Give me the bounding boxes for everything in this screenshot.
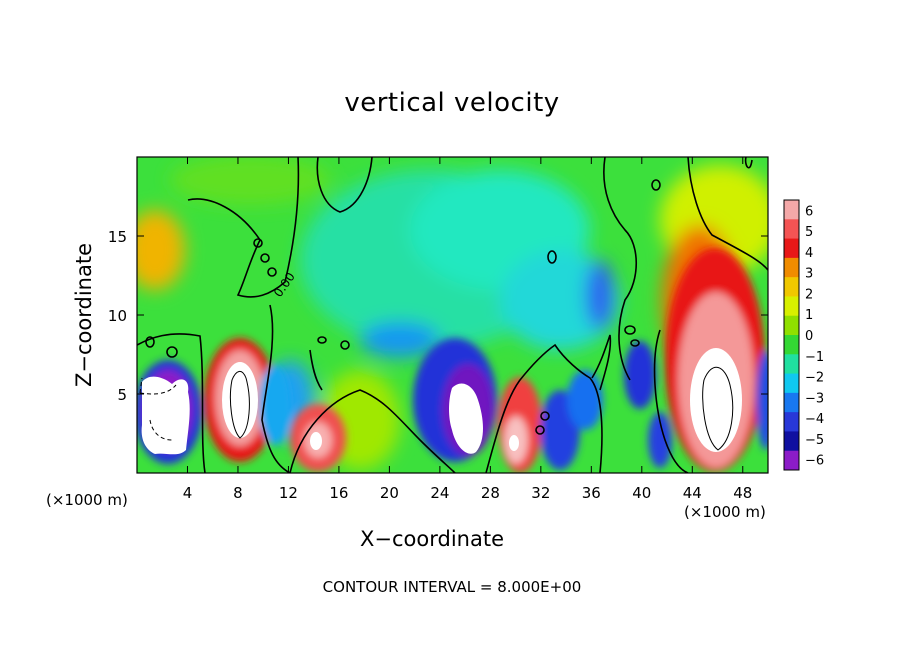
contour-line: [316, 157, 373, 213]
saturated-cores: [141, 348, 742, 455]
colorbar-tick-label: 1: [805, 308, 813, 323]
colorbar-swatch: [784, 412, 799, 432]
y-axis-label: Z−coordinate: [72, 243, 96, 387]
contour-line: [653, 329, 689, 473]
core-updraft-14: [310, 432, 322, 450]
y-tick-label: 10: [108, 307, 127, 325]
green-band: [170, 157, 330, 205]
x-tick-label: 36: [582, 484, 601, 502]
colorbar-tick-label: 3: [805, 267, 813, 282]
colorbar-swatch: [784, 238, 799, 259]
colorbar-tick-label: −1: [805, 350, 824, 365]
downdraft-band: [360, 322, 440, 358]
core-updraft-30: [509, 435, 519, 451]
colorbar-swatch: [784, 373, 799, 394]
colorbar-swatch: [784, 257, 799, 278]
x-tick-label: 24: [430, 484, 449, 502]
colorbar-swatch: [784, 335, 799, 355]
contour-line: [744, 157, 753, 169]
x-tick-label: 32: [531, 484, 550, 502]
colorbar-swatch: [784, 450, 799, 471]
zero-contours: [137, 157, 768, 473]
contour-interval-note: CONTOUR INTERVAL = 8.000E+00: [322, 578, 582, 596]
x-axis-label: X−coordinate: [360, 527, 504, 551]
contour-dashed: [139, 377, 177, 395]
colorbar-swatch: [784, 277, 799, 297]
contour-line: [591, 334, 612, 391]
contour-line: [137, 333, 206, 473]
core-downdraft-26: [449, 383, 483, 454]
colorbar-tick-label: 2: [805, 287, 813, 302]
colorbar-swatch: [784, 354, 799, 375]
x-tick-label: 8: [233, 484, 243, 502]
colorbar-tick-label: 4: [805, 246, 813, 261]
y-axis: 5 10 15: [108, 228, 768, 404]
contour-line: [485, 343, 603, 473]
colorbar-tick-label: −5: [805, 433, 824, 448]
contour-line: [702, 367, 734, 451]
x-unit-label-right: (×1000 m): [684, 503, 766, 521]
contour-loop: [317, 336, 327, 344]
chart-title: vertical velocity: [344, 88, 560, 118]
x-tick-label: 40: [632, 484, 651, 502]
colorbar-swatch: [784, 296, 799, 317]
contour-loop: [267, 267, 277, 277]
updraft-upper-left: [137, 210, 185, 290]
colorbar-swatch: [784, 219, 799, 240]
x-tick-label: 16: [329, 484, 348, 502]
x-tick-label: 44: [683, 484, 702, 502]
colorbar-tick-label: −6: [805, 454, 824, 469]
contour-loop: [145, 336, 155, 348]
y-tick-label: 15: [108, 228, 127, 246]
x-tick-label: 28: [481, 484, 500, 502]
y-tick-label: 5: [117, 386, 127, 404]
contour-loop: [535, 425, 545, 435]
colorbar-frame: [783, 199, 800, 471]
contour-loop: [630, 339, 640, 347]
contour-loop: [540, 411, 550, 421]
contour-line: [687, 157, 768, 271]
colorbar-tick-label: −2: [805, 371, 824, 386]
contour-loop: [624, 325, 636, 335]
contour-loop: [340, 340, 350, 350]
core-left: [141, 376, 190, 455]
contour-line: [289, 389, 456, 473]
contour-loop: [253, 238, 263, 248]
x-axis: 4 8 12 16 20 24 28 32 36 40 44 48: [183, 157, 752, 502]
contour-loop: [547, 250, 557, 264]
x-tick-label: 12: [279, 484, 298, 502]
colorbar-tick-label: −3: [805, 391, 824, 406]
downdraft-mid: [586, 260, 614, 330]
colorbar-swatch: [784, 200, 799, 220]
contour-line: [603, 157, 638, 381]
colorbar-tick-label: −4: [805, 412, 824, 427]
core-updraft-45: [690, 348, 742, 452]
heatmap-field: 0.00: [137, 157, 768, 473]
contour-line: [229, 371, 250, 439]
colorbar: 6 5 4 3 2 1 0 −1 −2 −3 −4 −5 −6: [783, 199, 824, 471]
contour-loop: [166, 346, 178, 358]
colorbar-swatch: [784, 315, 799, 336]
colorbar-tick-label: 6: [805, 204, 813, 219]
x-tick-label: 48: [733, 484, 752, 502]
contour-loop: [651, 179, 661, 191]
colorbar-tick-label: 0: [805, 329, 813, 344]
x-unit-label-left: (×1000 m): [46, 491, 128, 509]
colorbar-swatch: [784, 431, 799, 452]
contour-line: [309, 349, 323, 391]
x-tick-label: 4: [183, 484, 193, 502]
core-updraft-8: [222, 362, 258, 438]
contour-line: [261, 304, 291, 473]
colorbar-tick-label: 5: [805, 225, 813, 240]
contour-line: [187, 157, 300, 298]
x-tick-label: 20: [380, 484, 399, 502]
colorbar-swatch: [784, 392, 799, 413]
contour-dashed: [149, 419, 173, 441]
contour-loop: [260, 253, 270, 263]
